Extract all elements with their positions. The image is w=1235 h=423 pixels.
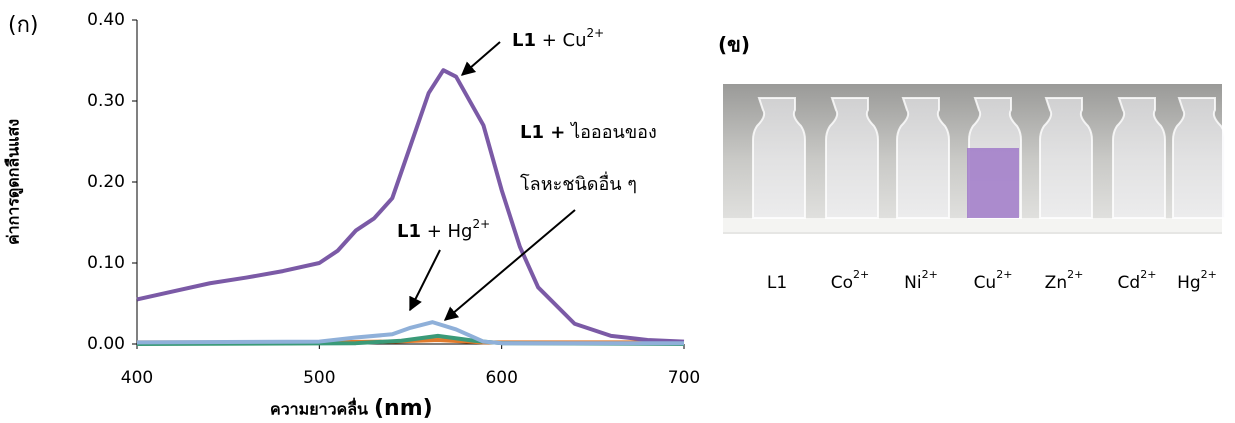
vial-charge: 2+ <box>1201 268 1217 281</box>
annotation-bold: L1 <box>397 221 421 242</box>
x-axis-unit: (nm) <box>374 396 433 421</box>
y-tick-label: 0.40 <box>87 10 125 30</box>
annotation-sup: 2+ <box>587 26 605 40</box>
vial-charge: 2+ <box>922 268 938 281</box>
vial-label: Cd2+ <box>1118 268 1157 293</box>
vial-charge: 2+ <box>853 268 869 281</box>
y-tick-label: 0.00 <box>87 334 125 354</box>
vial-liquid <box>967 148 1019 218</box>
arrow <box>462 42 500 75</box>
vial-charge: 2+ <box>1067 268 1083 281</box>
arrow <box>410 250 440 310</box>
vial-name: L1 <box>767 273 787 293</box>
vial-name: Zn <box>1045 273 1067 293</box>
vial-name: Ni <box>904 273 921 293</box>
x-tick-label: 600 <box>485 368 517 388</box>
x-tick-label: 400 <box>121 368 153 388</box>
y-axis-title: ค่าการดูดกลืนแสง <box>4 119 25 245</box>
annotation-text: ไอออนของ <box>565 121 656 143</box>
panel-label: (ก) <box>8 13 39 38</box>
vial-label: Zn2+ <box>1045 268 1084 293</box>
annotation-text: + Hg <box>421 221 473 242</box>
vial-name: Co <box>831 273 853 293</box>
vial-name: Cu <box>974 273 997 293</box>
annotation-bold: L1 + <box>520 122 565 143</box>
y-tick-label: 0.30 <box>87 91 125 111</box>
y-tick-label: 0.10 <box>87 253 125 273</box>
photo <box>723 84 1225 234</box>
figure: (ก) ค่าการดูดกลืนแสง ความยาวคลื่น (nm) (… <box>0 0 1235 423</box>
x-tick-label: 500 <box>303 368 335 388</box>
vial-label: Co2+ <box>831 268 870 293</box>
annotation: L1 + Cu2+ <box>512 26 604 52</box>
vial-name: Hg <box>1177 273 1201 293</box>
annotation-text: โลหะชนิดอื่น ๆ <box>520 171 637 195</box>
panel-label: (ข) <box>718 33 750 57</box>
annotation-sup: 2+ <box>473 217 491 231</box>
y-tick-label: 0.20 <box>87 172 125 192</box>
x-tick-label: 700 <box>668 368 700 388</box>
vial-label: Ni2+ <box>904 268 938 293</box>
vial-charge: 2+ <box>1140 268 1156 281</box>
vial-label: Cu2+ <box>974 268 1013 293</box>
annotation: โลหะชนิดอื่น ๆ <box>520 171 637 195</box>
x-axis-title: ความยาวคลื่น <box>270 398 368 419</box>
annotation-text: + Cu <box>536 30 587 51</box>
annotation-bold: L1 <box>512 30 536 51</box>
annotation: L1 + Hg2+ <box>397 217 490 243</box>
vial-label: L1 <box>767 273 787 293</box>
line <box>137 70 684 341</box>
vial-charge: 2+ <box>996 268 1012 281</box>
vial-name: Cd <box>1118 273 1141 293</box>
annotation: L1 + ไอออนของ <box>520 121 657 143</box>
vial-label: Hg2+ <box>1177 268 1217 293</box>
